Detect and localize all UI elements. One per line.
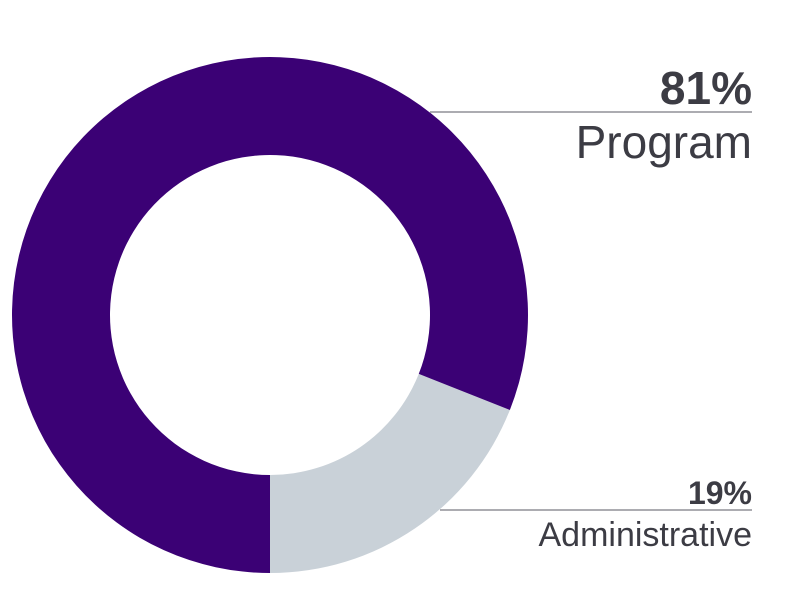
administrative-percent-label: 19% xyxy=(688,475,752,511)
donut-slice-administrative xyxy=(270,373,510,573)
donut-slice-program xyxy=(11,57,528,573)
program-percent-label: 81% xyxy=(660,62,752,114)
program-slice-label: Program xyxy=(576,116,752,168)
donut-slices xyxy=(11,57,528,573)
administrative-slice-label: Administrative xyxy=(538,516,752,554)
